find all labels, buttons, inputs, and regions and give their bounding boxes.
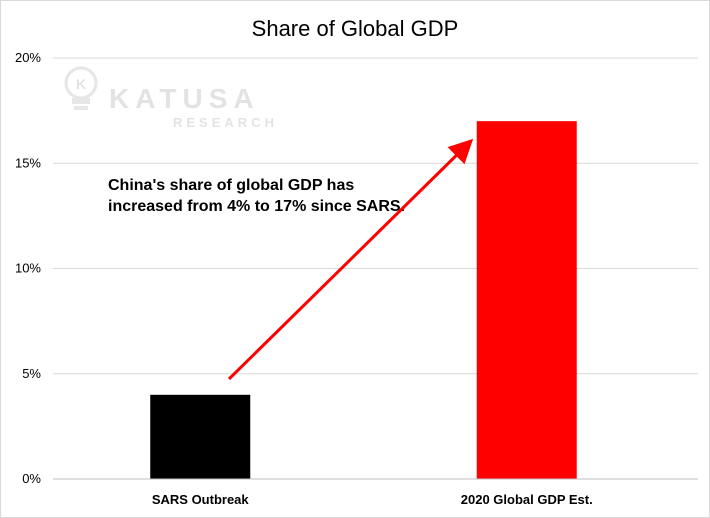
x-axis-categories: SARS Outbreak 2020 Global GDP Est. <box>152 492 593 507</box>
annotation: China's share of global GDP has increase… <box>108 138 474 381</box>
x-category-label: SARS Outbreak <box>152 492 250 507</box>
watermark-mark: K <box>76 76 86 92</box>
watermark-sub: RESEARCH <box>173 115 278 130</box>
lightbulb-base-2 <box>74 106 88 110</box>
bars <box>150 121 577 480</box>
gridlines <box>53 57 698 375</box>
y-tick-label: 20% <box>15 50 41 65</box>
chart-title: Share of Global GDP <box>252 16 459 41</box>
watermark-name: KATUSA <box>109 83 260 114</box>
bar-1 <box>150 394 251 479</box>
y-axis-ticks: 0% 5% 10% 15% 20% <box>15 50 41 486</box>
y-tick-label: 15% <box>15 155 41 170</box>
annotation-line-2: increased from 4% to 17% since SARS. <box>108 198 405 215</box>
y-tick-label: 10% <box>15 261 41 276</box>
y-tick-label: 5% <box>22 366 41 381</box>
annotation-line-1: China's share of global GDP has <box>108 177 354 194</box>
annotation-arrow <box>227 138 474 381</box>
watermark-logo: K KATUSA RESEARCH <box>64 66 278 130</box>
lightbulb-base <box>72 98 90 104</box>
bar-2 <box>476 121 577 480</box>
x-category-label: 2020 Global GDP Est. <box>461 492 593 507</box>
y-tick-label: 0% <box>22 471 41 486</box>
